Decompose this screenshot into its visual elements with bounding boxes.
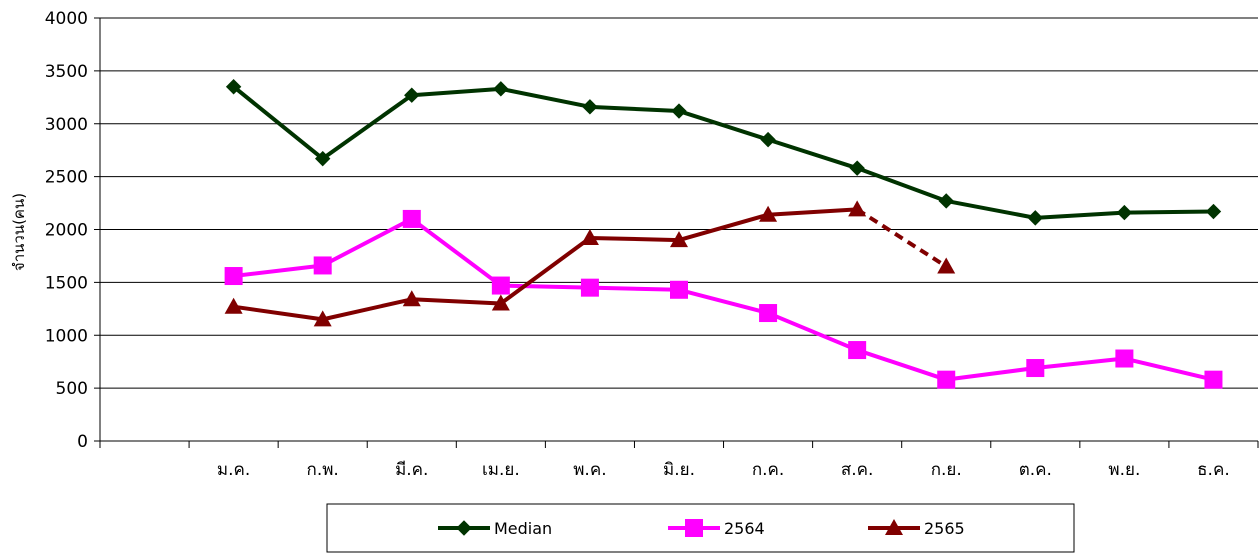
y-tick-label: 3000 [45, 115, 88, 135]
legend-entry-Median: Median [438, 519, 552, 538]
data-point-triangle [885, 519, 903, 535]
data-point-square [848, 341, 867, 360]
x-tick-label: ต.ค. [1019, 460, 1052, 480]
data-point-diamond [849, 160, 865, 176]
y-tick-label: 1500 [45, 273, 88, 293]
series-line [233, 207, 858, 322]
y-tick-label: 0 [77, 432, 88, 452]
legend-label: 2565 [924, 519, 965, 538]
legend-label: Median [494, 519, 552, 538]
y-tick-label: 4000 [45, 9, 88, 29]
data-point-diamond [404, 87, 420, 103]
data-point-diamond [493, 81, 509, 97]
data-point-triangle [759, 205, 778, 222]
y-tick-labels: 0 500 1000 1500 2000 2500 3000 3500 4000 [45, 9, 88, 452]
data-point-diamond [671, 103, 687, 119]
data-point-square [580, 278, 599, 297]
data-point-square [1026, 359, 1045, 378]
data-point-diamond [760, 131, 776, 148]
data-point-square [224, 267, 243, 286]
x-tick-label: เม.ย. [482, 460, 520, 480]
data-point-diamond [1027, 210, 1044, 226]
y-tick-label: 1000 [45, 326, 88, 346]
data-point-triangle [937, 257, 956, 274]
y-tick-label: 3500 [45, 62, 88, 82]
y-axis-title: จำนวน(คน) [10, 193, 28, 271]
x-tick-label: ก.ค. [752, 460, 784, 480]
x-tick-label: พ.ค. [573, 460, 606, 480]
data-point-square [491, 276, 510, 295]
x-tick-label: ก.พ. [307, 460, 339, 480]
data-point-diamond [938, 193, 954, 209]
legend-label: 2564 [724, 519, 765, 538]
x-tick-label: ส.ค. [841, 460, 874, 480]
axes [94, 17, 1259, 448]
data-point-triangle [491, 294, 510, 311]
data-point-diamond [1116, 204, 1133, 221]
series-line-dashed [856, 207, 948, 269]
data-point-square [1204, 370, 1223, 389]
legend-entry-2565: 2565 [868, 519, 965, 538]
series-line [232, 85, 1214, 220]
x-tick-label: ม.ค. [217, 460, 250, 480]
y-tick-label: 500 [56, 379, 88, 399]
x-tick-label: มี.ค. [395, 460, 428, 480]
series-2564 [224, 209, 1223, 389]
x-tick-label: พ.ย. [1108, 460, 1140, 480]
data-point-triangle [580, 228, 599, 245]
data-point-diamond [225, 79, 242, 95]
x-tick-labels: ม.ค. ก.พ. มี.ค. เม.ย. พ.ค. มิ.ย. ก.ค. ส.ค. ก.ย. ต… [217, 460, 1230, 480]
data-point-square [402, 209, 421, 228]
data-point-triangle [313, 310, 332, 327]
series-Median [225, 79, 1222, 226]
x-tick-label: มิ.ย. [663, 460, 695, 480]
y-tick-label: 2000 [45, 221, 88, 241]
series-group [224, 79, 1223, 389]
data-point-diamond [1205, 203, 1222, 220]
data-point-square [685, 519, 703, 537]
data-point-triangle [670, 231, 688, 248]
data-point-square [1115, 349, 1134, 368]
data-point-diamond [314, 150, 331, 167]
series-2565 [224, 200, 956, 327]
data-point-square [759, 304, 778, 323]
data-point-square [313, 256, 332, 275]
data-point-diamond [456, 520, 472, 536]
series-line [233, 216, 1214, 382]
data-point-square [937, 370, 956, 389]
legend: Median 2564 2565 [326, 503, 1075, 553]
data-point-triangle [848, 200, 867, 217]
gridlines [100, 17, 1258, 389]
y-tick-label: 2500 [45, 168, 88, 188]
x-tick-label: ก.ย. [931, 460, 962, 480]
data-point-square [670, 280, 688, 299]
legend-entry-2564: 2564 [668, 519, 765, 538]
data-point-triangle [402, 290, 421, 307]
data-point-diamond [582, 99, 598, 115]
x-tick-label: ธ.ค. [1197, 460, 1230, 480]
data-point-triangle [224, 297, 243, 314]
